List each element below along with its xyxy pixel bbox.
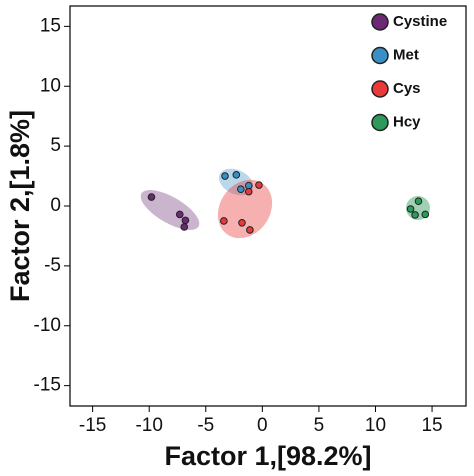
ellipse bbox=[217, 179, 273, 239]
y-tick-label: 10 bbox=[40, 75, 61, 96]
point bbox=[246, 226, 254, 234]
point bbox=[414, 197, 423, 206]
y-tick-label: -15 bbox=[34, 375, 61, 396]
point bbox=[237, 185, 245, 194]
x-tick-label: 5 bbox=[314, 415, 325, 436]
point bbox=[181, 216, 190, 225]
point bbox=[232, 171, 241, 179]
point bbox=[175, 210, 184, 219]
y-tick-label: -10 bbox=[34, 315, 61, 336]
legend-label: Hcy bbox=[393, 113, 421, 130]
point bbox=[147, 193, 156, 201]
point bbox=[244, 187, 253, 196]
point bbox=[421, 210, 430, 219]
legend-marker bbox=[371, 13, 389, 31]
legend-label: Cystine bbox=[393, 13, 447, 30]
x-tick-label: 0 bbox=[257, 415, 268, 436]
x-tick-label: -5 bbox=[197, 415, 214, 436]
y-tick-label: -5 bbox=[44, 255, 61, 276]
x-tick-label: -15 bbox=[79, 415, 106, 436]
confidence-ellipses bbox=[140, 168, 430, 239]
y-tick-label: 15 bbox=[40, 15, 61, 36]
legend-label: Cys bbox=[393, 80, 421, 97]
point bbox=[220, 217, 228, 225]
x-tick-label: 15 bbox=[421, 415, 442, 436]
y-tick-label: 5 bbox=[50, 135, 61, 156]
x-tick-label: -10 bbox=[135, 415, 162, 436]
legend-marker bbox=[371, 80, 389, 98]
legend-marker bbox=[371, 113, 389, 132]
y-axis-label: Factor 2,[1.8%] bbox=[5, 110, 35, 302]
y-tick-label: 0 bbox=[50, 195, 61, 216]
point bbox=[255, 181, 263, 189]
point bbox=[221, 172, 229, 180]
point bbox=[411, 211, 419, 219]
legend-label: Met bbox=[393, 46, 419, 63]
point bbox=[406, 205, 415, 213]
legend-marker bbox=[371, 46, 389, 65]
point bbox=[180, 223, 189, 231]
x-tick-label: 10 bbox=[365, 415, 386, 436]
point bbox=[238, 218, 246, 227]
x-axis-label: Factor 1,[98.2%] bbox=[164, 441, 371, 471]
ellipse bbox=[140, 190, 200, 230]
